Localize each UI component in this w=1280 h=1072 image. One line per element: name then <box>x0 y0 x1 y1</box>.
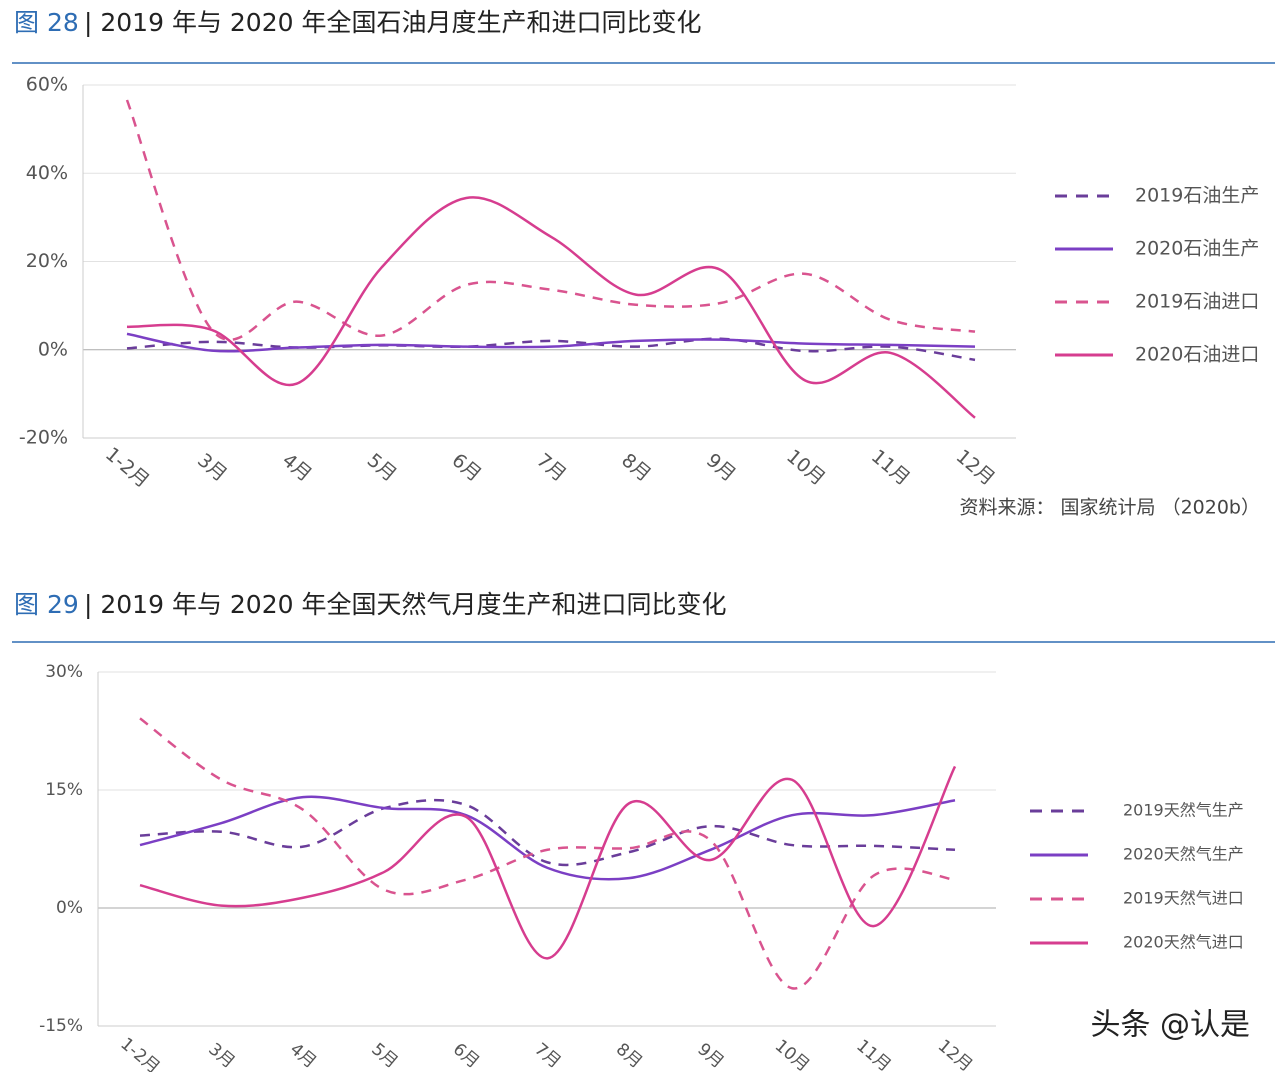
x-tick-label: 3月 <box>204 1039 238 1072</box>
legend-label: 2019石油进口 <box>1135 291 1259 313</box>
x-tick-label: 11月 <box>852 1036 894 1072</box>
series-line <box>125 99 976 341</box>
x-tick-label: 8月 <box>617 449 655 486</box>
x-tick-label: 4月 <box>286 1039 320 1072</box>
x-tick-label: 12月 <box>952 445 999 490</box>
x-tick-label: 10月 <box>782 445 829 490</box>
y-tick-label: -15% <box>39 1016 83 1036</box>
x-tick-label: 3月 <box>193 449 231 486</box>
legend-label: 2020石油生产 <box>1135 238 1259 260</box>
legend-label: 2020天然气进口 <box>1123 933 1244 952</box>
x-tick-label: 6月 <box>448 449 486 486</box>
y-tick-label: 40% <box>26 162 68 184</box>
x-tick-label: 10月 <box>771 1036 813 1072</box>
x-tick-label: 12月 <box>934 1036 976 1072</box>
y-tick-label: 15% <box>45 780 83 800</box>
series-line <box>139 717 956 990</box>
legend-label: 2019天然气生产 <box>1123 801 1244 820</box>
series-line <box>139 795 956 881</box>
x-tick-label: 8月 <box>612 1039 646 1072</box>
figure-label: 图 28 <box>14 8 79 37</box>
x-tick-label: 5月 <box>367 1039 401 1072</box>
legend-label: 2019石油生产 <box>1135 185 1259 207</box>
x-tick-label: 9月 <box>693 1039 727 1072</box>
source-note: 资料来源： 国家统计局 （2020b） <box>960 497 1261 519</box>
x-tick-label: 6月 <box>449 1039 483 1072</box>
y-tick-label: -20% <box>19 427 68 449</box>
y-tick-label: 30% <box>45 662 83 682</box>
x-tick-label: 4月 <box>278 449 316 486</box>
series-line <box>126 196 976 419</box>
series-line <box>139 798 956 867</box>
series-line <box>126 332 976 353</box>
x-tick-label: 7月 <box>530 1039 564 1072</box>
figure-label: 图 29 <box>14 590 79 619</box>
x-tick-label: 9月 <box>702 449 740 486</box>
y-tick-label: 0% <box>56 898 83 918</box>
series-line <box>126 337 976 362</box>
y-tick-label: 20% <box>26 250 68 272</box>
series-line <box>139 765 957 960</box>
x-tick-label: 5月 <box>363 449 401 486</box>
y-tick-label: 60% <box>26 74 68 96</box>
legend-label: 2020天然气生产 <box>1123 845 1244 864</box>
chart-title: | 2019 年与 2020 年全国天然气月度生产和进口同比变化 <box>84 590 726 619</box>
x-tick-label: 7月 <box>532 449 570 486</box>
chart-title: | 2019 年与 2020 年全国石油月度生产和进口同比变化 <box>84 8 701 37</box>
legend-label: 2019天然气进口 <box>1123 889 1244 908</box>
y-tick-label: 0% <box>38 338 68 360</box>
x-tick-label: 11月 <box>867 445 914 490</box>
x-tick-label: 1-2月 <box>116 1034 163 1072</box>
watermark: 头条 @认是 <box>1090 1008 1250 1043</box>
x-tick-label: 1-2月 <box>101 443 153 492</box>
legend-label: 2020石油进口 <box>1135 344 1259 366</box>
